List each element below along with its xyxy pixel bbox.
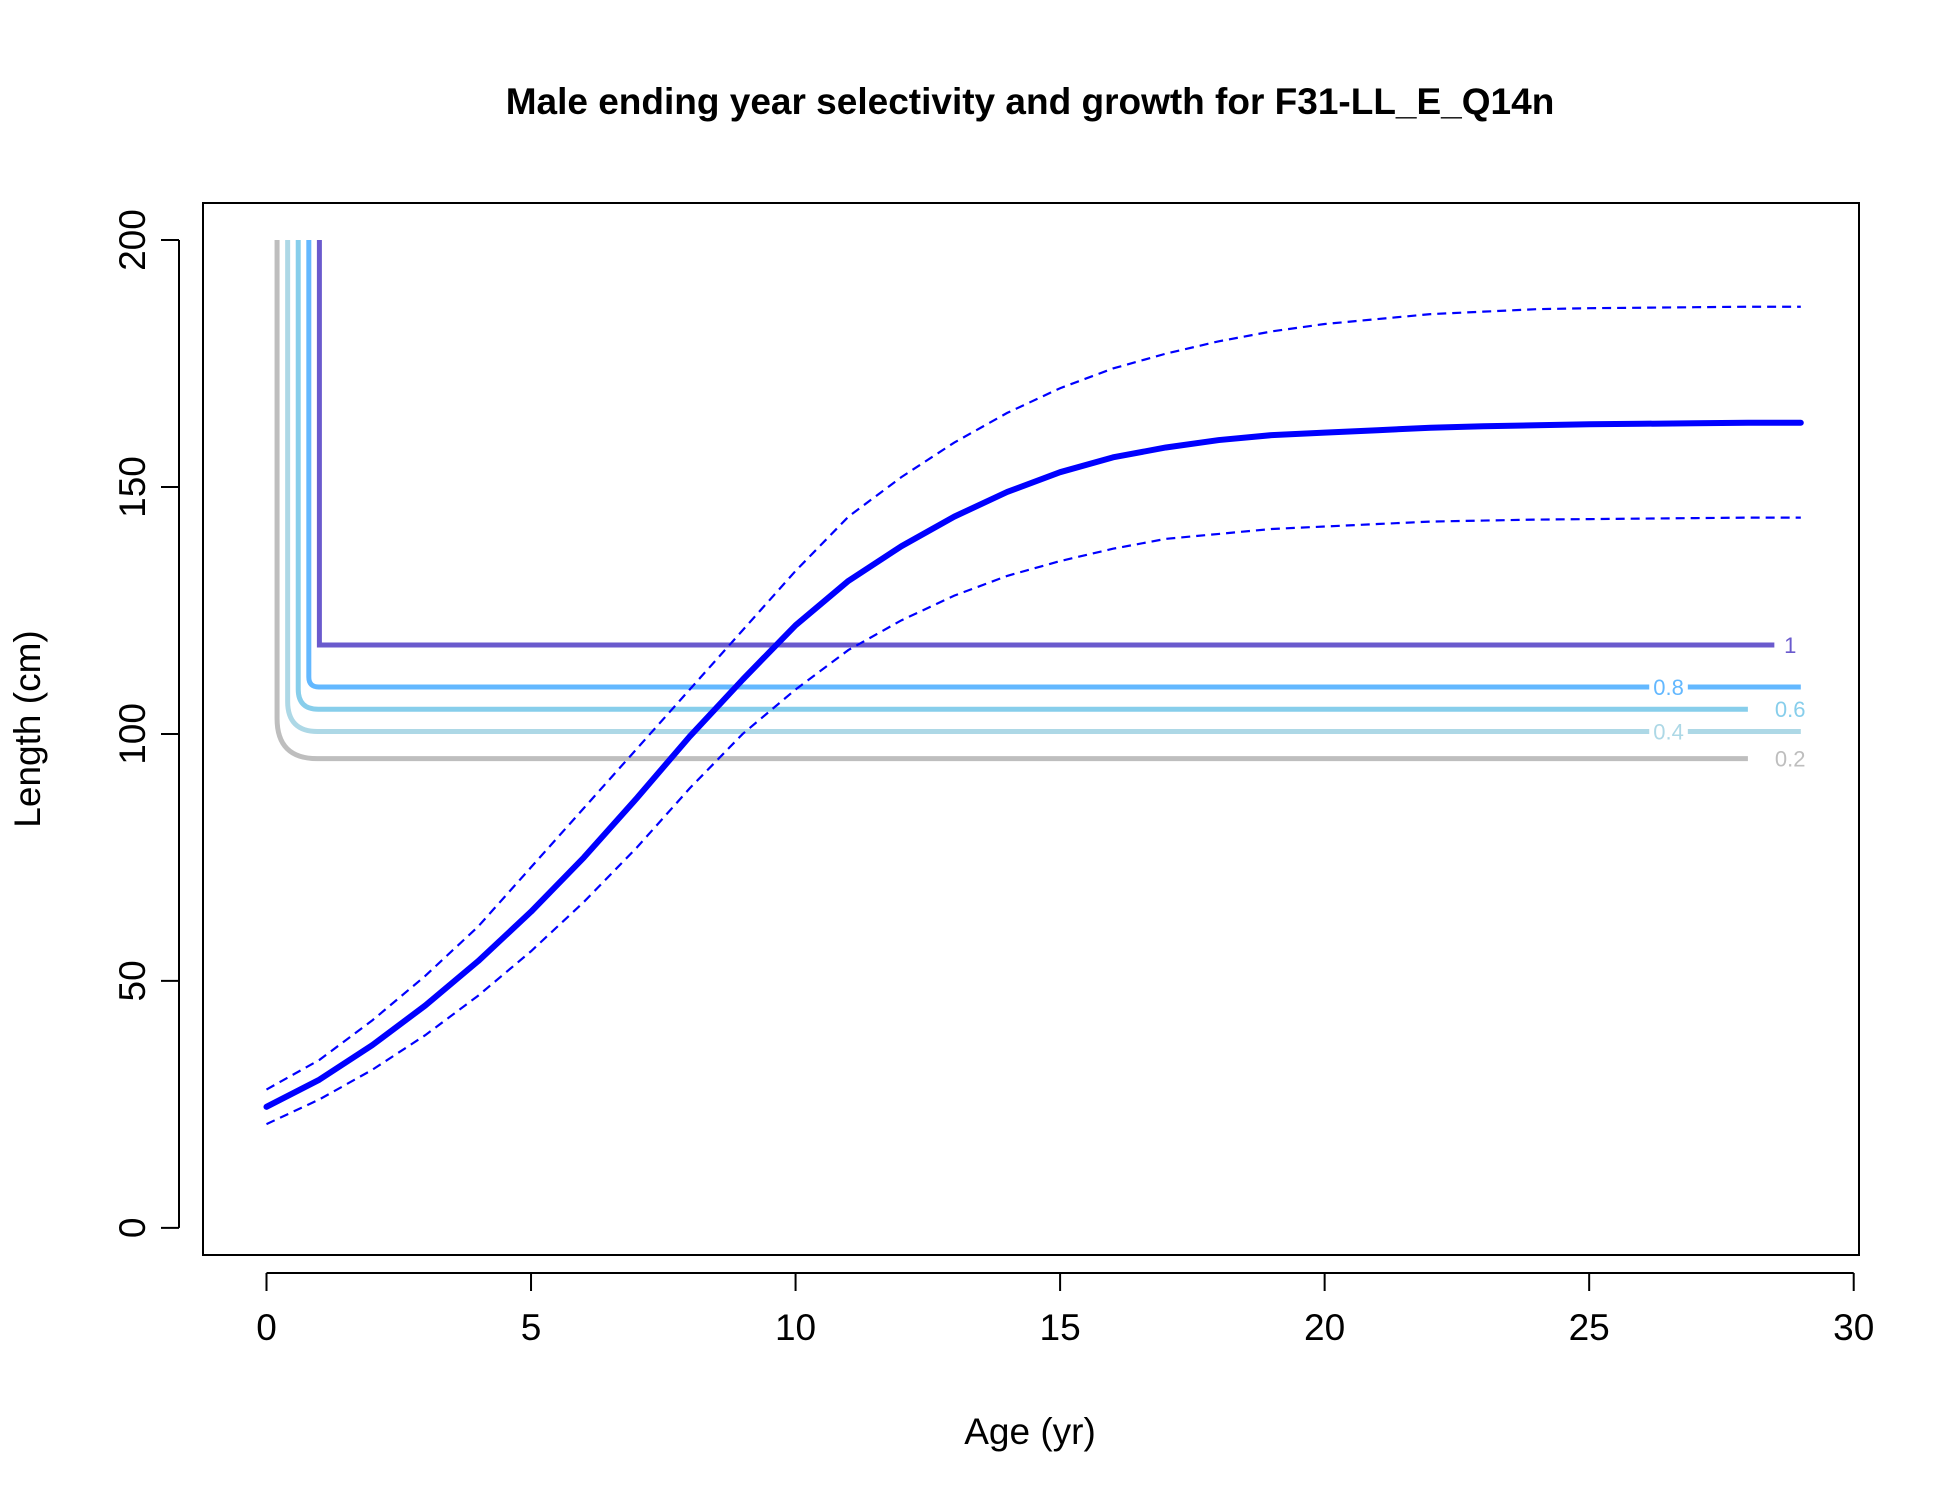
plot-frame — [202, 202, 1860, 1256]
x-tick-label: 20 — [1304, 1307, 1345, 1348]
x-tick-label: 10 — [775, 1307, 816, 1348]
selectivity-contour-line — [285, 240, 1801, 734]
selectivity-contours: 1 0.8 0.6 0.4 0.2 — [274, 240, 1806, 772]
contour-label: 1 — [1784, 633, 1796, 658]
x-axis-title: Age (yr) — [964, 1411, 1096, 1452]
x-tick-label: 5 — [521, 1307, 542, 1348]
y-tick-label: 200 — [112, 209, 153, 271]
contour-label-gap — [1649, 682, 1688, 693]
contour-label: 0.6 — [1775, 697, 1806, 722]
y-tick-label: 150 — [112, 456, 153, 518]
x-tick-label: 15 — [1040, 1307, 1081, 1348]
selectivity-contour-line — [306, 240, 1801, 690]
growth-mean-line — [263, 419, 1804, 1110]
selectivity-contour-line — [295, 240, 1748, 712]
y-axis-title: Length (cm) — [7, 630, 48, 827]
contour-label: 0.4 — [1653, 719, 1684, 744]
growth-curves — [263, 305, 1804, 1126]
selectivity-contour-line — [274, 240, 1748, 762]
chart-title: Male ending year selectivity and growth … — [506, 81, 1555, 122]
x-tick-label: 25 — [1569, 1307, 1610, 1348]
growth-upper-ci-line — [265, 305, 1801, 1091]
contour-label: 0.8 — [1653, 675, 1684, 700]
y-tick-label: 100 — [112, 703, 153, 765]
selectivity-contour-line — [316, 240, 1775, 648]
contour-label: 0.2 — [1775, 747, 1806, 772]
x-tick-label: 0 — [256, 1307, 277, 1348]
x-tick-label: 30 — [1833, 1307, 1874, 1348]
y-axis: 0 50 100 150 200 — [112, 209, 180, 1239]
y-tick-label: 0 — [112, 1218, 153, 1239]
x-axis: 0 5 10 15 20 25 30 — [256, 1272, 1874, 1348]
growth-lower-ci-line — [266, 516, 1801, 1126]
y-tick-label: 50 — [112, 960, 153, 1001]
contour-label-gap — [1649, 726, 1688, 737]
